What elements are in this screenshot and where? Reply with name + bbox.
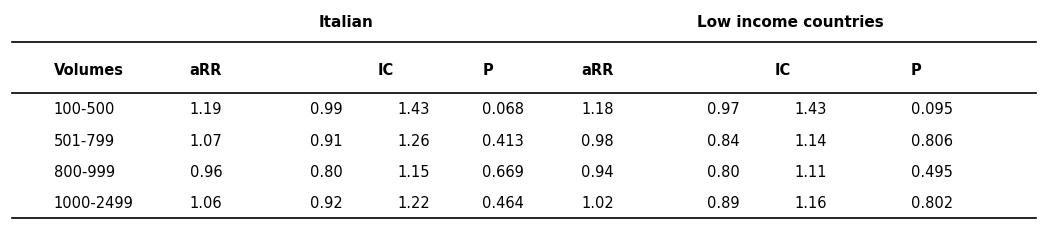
Text: 1.14: 1.14 bbox=[794, 133, 827, 148]
Text: 0.89: 0.89 bbox=[707, 195, 740, 210]
Text: 0.96: 0.96 bbox=[190, 164, 222, 179]
Text: 0.068: 0.068 bbox=[482, 102, 524, 117]
Text: 800-999: 800-999 bbox=[53, 164, 115, 179]
Text: 1.06: 1.06 bbox=[190, 195, 222, 210]
Text: 0.91: 0.91 bbox=[310, 133, 343, 148]
Text: 0.84: 0.84 bbox=[707, 133, 740, 148]
Text: 1.15: 1.15 bbox=[397, 164, 430, 179]
Text: 1000-2499: 1000-2499 bbox=[53, 195, 133, 210]
Text: 1.19: 1.19 bbox=[190, 102, 222, 117]
Text: IC: IC bbox=[377, 62, 394, 77]
Text: 1.43: 1.43 bbox=[397, 102, 430, 117]
Text: 1.26: 1.26 bbox=[397, 133, 430, 148]
Text: P: P bbox=[911, 62, 921, 77]
Text: 0.98: 0.98 bbox=[582, 133, 614, 148]
Text: IC: IC bbox=[774, 62, 791, 77]
Text: Volumes: Volumes bbox=[53, 62, 124, 77]
Text: 0.92: 0.92 bbox=[310, 195, 343, 210]
Text: Italian: Italian bbox=[319, 15, 374, 29]
Text: 100-500: 100-500 bbox=[53, 102, 115, 117]
Text: 1.11: 1.11 bbox=[794, 164, 827, 179]
Text: 1.43: 1.43 bbox=[794, 102, 827, 117]
Text: 1.02: 1.02 bbox=[582, 195, 614, 210]
Text: 0.464: 0.464 bbox=[482, 195, 524, 210]
Text: 1.22: 1.22 bbox=[397, 195, 430, 210]
Text: aRR: aRR bbox=[582, 62, 614, 77]
Text: 0.669: 0.669 bbox=[482, 164, 524, 179]
Text: 1.18: 1.18 bbox=[582, 102, 614, 117]
Text: 0.80: 0.80 bbox=[310, 164, 343, 179]
Text: 1.16: 1.16 bbox=[794, 195, 827, 210]
Text: 0.413: 0.413 bbox=[482, 133, 524, 148]
Text: 501-799: 501-799 bbox=[53, 133, 115, 148]
Text: 0.80: 0.80 bbox=[707, 164, 740, 179]
Text: 0.495: 0.495 bbox=[911, 164, 953, 179]
Text: 0.97: 0.97 bbox=[707, 102, 740, 117]
Text: 0.94: 0.94 bbox=[582, 164, 614, 179]
Text: 0.095: 0.095 bbox=[911, 102, 953, 117]
Text: 0.99: 0.99 bbox=[310, 102, 343, 117]
Text: 0.806: 0.806 bbox=[911, 133, 953, 148]
Text: 0.802: 0.802 bbox=[911, 195, 953, 210]
Text: aRR: aRR bbox=[190, 62, 222, 77]
Text: 1.07: 1.07 bbox=[190, 133, 222, 148]
Text: Low income countries: Low income countries bbox=[697, 15, 883, 29]
Text: P: P bbox=[482, 62, 493, 77]
